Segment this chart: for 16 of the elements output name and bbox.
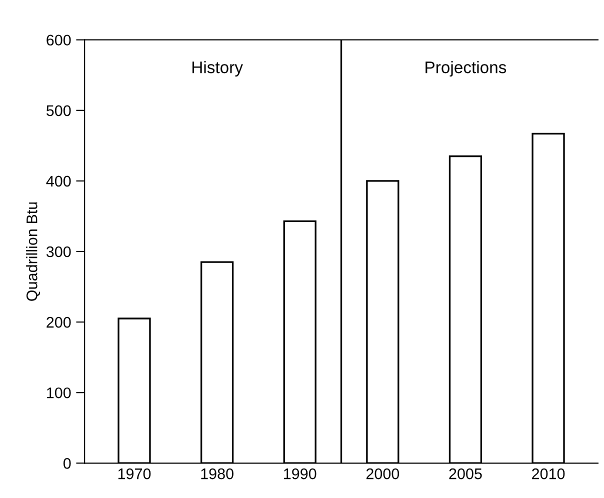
y-axis-title: Quadrillion Btu <box>26 202 40 301</box>
y-tick-label: 500 <box>46 105 71 116</box>
annotation: Projections <box>426 61 506 77</box>
annotation: History <box>192 61 243 77</box>
x-tick-label: 2000 <box>366 468 400 480</box>
y-tick-label: 300 <box>46 246 71 258</box>
y-tick-label: 600 <box>46 34 71 46</box>
x-tick-label: 2010 <box>532 468 565 480</box>
x-tick-label: 1970 <box>118 468 151 480</box>
y-tick-label: 200 <box>46 316 71 328</box>
x-tick-label: 1980 <box>201 468 234 480</box>
x-tick-label: 2005 <box>449 468 482 480</box>
y-tick-label: 400 <box>46 176 71 187</box>
y-tick-label: 0 <box>63 458 71 469</box>
x-tick-label: 1990 <box>284 468 316 480</box>
y-tick-label: 100 <box>47 387 71 398</box>
